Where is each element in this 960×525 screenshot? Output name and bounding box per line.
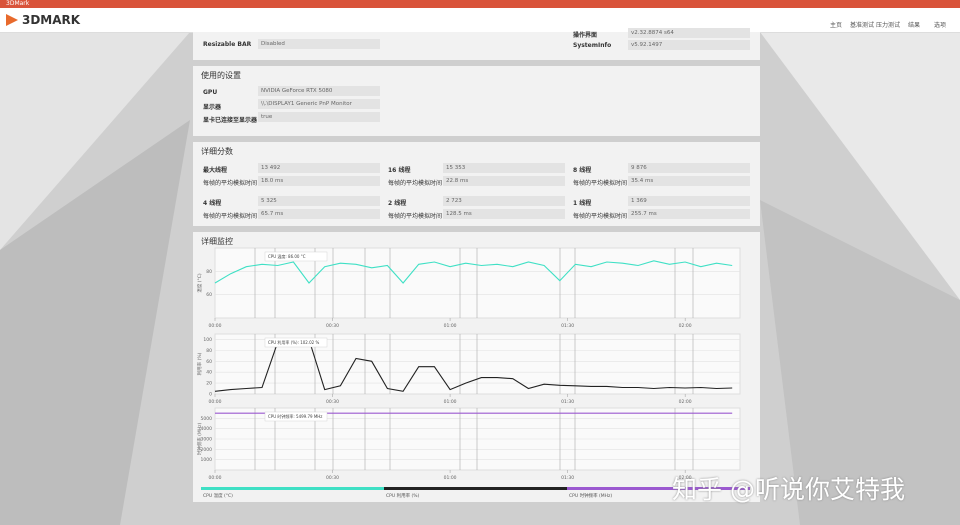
y-tick-label: 20: [206, 381, 212, 387]
monitor-charts: 60 80 00:00 00:30 01:00 01:30 02:00 温度 (°C) CPU …: [196, 247, 750, 499]
time-value: 255.7 ms: [628, 209, 750, 219]
x-tick-label: 01:00: [444, 399, 457, 405]
y-tick-label: 60: [206, 359, 212, 365]
y-axis-label: 利用率 (%): [196, 352, 203, 375]
time-label: 每帧的平均模拟时间: [573, 180, 628, 187]
nav-item[interactable]: 结果: [907, 22, 920, 29]
x-tick-label: 00:30: [326, 399, 339, 405]
time-label: 每帧的平均模拟时间: [573, 213, 628, 220]
x-tick-label: 02:00: [679, 323, 692, 329]
time-value: 65.7 ms: [258, 209, 380, 219]
x-tick-label: 02:00: [679, 399, 692, 405]
time-label: 每帧的平均模拟时间: [388, 180, 443, 187]
tooltip-box: [264, 337, 328, 348]
x-tick-label: 01:30: [561, 399, 574, 405]
time-label: 每帧的平均模拟时间: [203, 213, 258, 220]
field-value: v5.92.1497: [628, 40, 750, 50]
x-tick-label: 00:00: [209, 323, 222, 329]
legend-bar: [384, 487, 567, 490]
y-tick-label: 0: [209, 392, 212, 398]
x-tick-label: 01:30: [561, 323, 574, 329]
tooltip: CPU 温度: 86.00 °C: [268, 253, 306, 259]
y-tick-label: 80: [206, 348, 212, 354]
x-tick-label: 01:30: [561, 475, 574, 481]
score-label: 最大线程: [203, 167, 228, 174]
tooltip: CPU 利用率 (%): 102.02 %: [268, 339, 319, 345]
time-label: 每帧的平均模拟时间: [203, 180, 258, 187]
score-label: 1 线程: [573, 200, 592, 207]
watermark: 知乎 @听说你艾特我: [672, 475, 905, 504]
header: 3DMARK 主页 基准测试 压力测试 结果 选项: [0, 8, 960, 33]
time-value: 18.0 ms: [258, 176, 380, 186]
field-label: Resizable BAR: [203, 41, 252, 48]
nav-item[interactable]: 选项: [933, 22, 946, 29]
nav-item[interactable]: 主页: [829, 22, 842, 29]
y-axis-label: 温度 (°C): [196, 273, 203, 293]
score-label: 16 线程: [388, 167, 411, 174]
x-tick-label: 01:00: [444, 475, 457, 481]
score-label: 4 线程: [203, 200, 222, 207]
y-tick-label: 60: [206, 292, 212, 298]
score-value: 9 876: [628, 163, 750, 173]
y-tick-label: 80: [206, 269, 212, 275]
tooltip-box: [264, 411, 328, 422]
legend-bar: [201, 487, 384, 490]
score-value: 1 369: [628, 196, 750, 206]
y-tick-label: 40: [206, 370, 212, 376]
time-value: 35.4 ms: [628, 176, 750, 186]
field-value: true: [258, 112, 380, 122]
legend-bar: [567, 487, 750, 490]
section-title: 使用的设置: [201, 71, 241, 80]
x-tick-label: 01:00: [444, 323, 457, 329]
score-label: 2 线程: [388, 200, 407, 207]
field-value: \\.\DISPLAY1 Generic PnP Monitor: [258, 99, 380, 109]
score-value: 15 353: [443, 163, 565, 173]
y-tick-label: 100: [203, 337, 212, 343]
field-value: Disabled: [258, 39, 380, 49]
score-value: 2 723: [443, 196, 565, 206]
section-title: 详细分数: [201, 147, 233, 156]
y-tick-label: 3000: [201, 437, 213, 443]
time-value: 128.5 ms: [443, 209, 565, 219]
field-label: 显卡已连接至显示器: [203, 117, 258, 124]
title-bar: 3DMark: [0, 0, 960, 8]
legend-label: CPU 利用率 (%): [386, 492, 420, 499]
y-axis-label: 时钟频率 (MHz): [196, 422, 203, 455]
legend-label: CPU 温度 (°C): [203, 492, 233, 499]
series-line: [214, 260, 733, 284]
x-tick-label: 00:30: [326, 323, 339, 329]
tooltip: CPU 时钟频率: 5499.79 MHz: [268, 413, 322, 419]
tooltip-box: [264, 251, 328, 262]
score-value: 5 325: [258, 196, 380, 206]
score-value: 13 492: [258, 163, 380, 173]
y-tick-label: 1000: [201, 457, 213, 463]
y-tick-label: 2000: [201, 447, 213, 453]
scores-panel: 详细分数 最大线程 13 492 每帧的平均模拟时间 18.0 ms 16 线程 15 35…: [193, 142, 760, 226]
score-label: 8 线程: [573, 167, 592, 174]
x-tick-label: 00:00: [209, 399, 222, 405]
nav-item[interactable]: 压力测试: [875, 22, 900, 29]
section-title: 详细监控: [201, 237, 233, 246]
time-value: 22.8 ms: [443, 176, 565, 186]
x-tick-label: 02:00: [679, 475, 692, 481]
settings-panel: 使用的设置 GPU NVIDIA GeForce RTX 5080 显示器 \\.\DI…: [193, 66, 760, 136]
time-label: 每帧的平均模拟时间: [388, 213, 443, 220]
field-label: 操作界面: [573, 32, 598, 39]
x-tick-label: 00:30: [326, 475, 339, 481]
info-panel: Resizable BAR Disabled 操作界面 v2.32.8874 s64 S…: [193, 28, 760, 60]
field-value: NVIDIA GeForce RTX 5080: [258, 86, 380, 96]
monitor-panel: 详细监控 60 80 00:00 00:30 01:00 01:30 02:00 温度 (°C)…: [193, 232, 760, 502]
y-tick-label: 5000: [201, 416, 213, 422]
field-value: v2.32.8874 s64: [628, 28, 750, 38]
logo[interactable]: 3DMARK: [5, 13, 81, 27]
nav-item[interactable]: 基准测试: [849, 22, 874, 29]
field-label: SystemInfo: [573, 42, 612, 49]
y-tick-label: 4000: [201, 426, 213, 432]
legend-label: CPU 时钟频率 (MHz): [569, 492, 612, 499]
x-tick-label: 00:00: [209, 475, 222, 481]
field-label: 显示器: [203, 104, 222, 111]
field-label: GPU: [203, 89, 218, 96]
